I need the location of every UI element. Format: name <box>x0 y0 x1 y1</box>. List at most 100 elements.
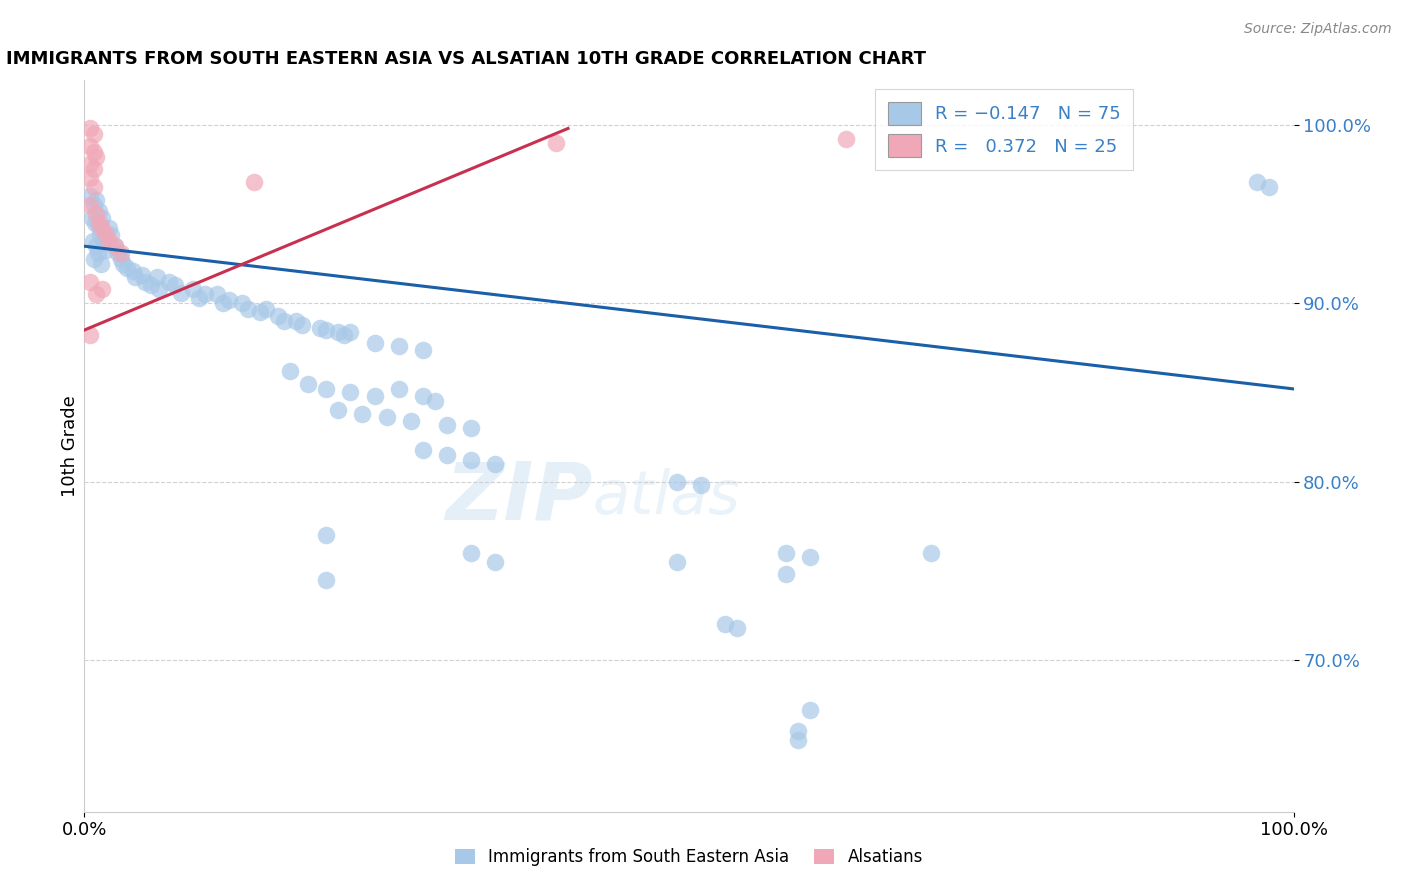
Point <box>207 287 229 301</box>
Point <box>79 198 101 212</box>
Point <box>90 257 112 271</box>
Point <box>115 260 138 275</box>
Point <box>97 234 120 248</box>
Point <box>484 555 506 569</box>
Point <box>104 239 127 253</box>
Point <box>775 567 797 582</box>
Point <box>82 234 104 248</box>
Point <box>231 296 253 310</box>
Point <box>236 301 259 316</box>
Point <box>83 162 105 177</box>
Point <box>124 269 146 284</box>
Point <box>484 457 506 471</box>
Point <box>86 150 108 164</box>
Point <box>157 275 180 289</box>
Point <box>170 285 193 300</box>
Point <box>363 335 385 350</box>
Point <box>273 314 295 328</box>
Point <box>80 211 103 225</box>
Point <box>86 193 108 207</box>
Point <box>110 252 132 266</box>
Point <box>690 478 713 492</box>
Point <box>328 403 350 417</box>
Point <box>278 364 301 378</box>
Point <box>799 549 821 564</box>
Point <box>363 389 385 403</box>
Point <box>375 410 398 425</box>
Point <box>315 528 337 542</box>
Point <box>100 228 122 243</box>
Point <box>665 555 688 569</box>
Point <box>79 171 101 186</box>
Point <box>110 246 132 260</box>
Point <box>83 127 105 141</box>
Point <box>93 234 115 248</box>
Point <box>107 246 129 260</box>
Point <box>139 278 162 293</box>
Point <box>87 203 110 218</box>
Point <box>148 282 170 296</box>
Point <box>920 546 942 560</box>
Point <box>352 407 374 421</box>
Point <box>242 175 264 189</box>
Point <box>83 180 105 194</box>
Point <box>297 376 319 391</box>
Point <box>254 301 277 316</box>
Point <box>544 136 567 150</box>
Point <box>315 573 337 587</box>
Point <box>267 309 290 323</box>
Point <box>412 343 434 357</box>
Point <box>835 132 858 146</box>
Point <box>339 385 361 400</box>
Point <box>181 282 204 296</box>
Point <box>714 617 737 632</box>
Point <box>94 243 117 257</box>
Point <box>775 546 797 560</box>
Point <box>94 228 117 243</box>
Point <box>315 382 337 396</box>
Point <box>1246 175 1268 189</box>
Point <box>388 339 411 353</box>
Point <box>79 157 101 171</box>
Point <box>460 421 482 435</box>
Point <box>194 287 217 301</box>
Text: IMMIGRANTS FROM SOUTH EASTERN ASIA VS ALSATIAN 10TH GRADE CORRELATION CHART: IMMIGRANTS FROM SOUTH EASTERN ASIA VS AL… <box>6 50 925 68</box>
Point <box>91 211 114 225</box>
Point <box>91 282 114 296</box>
Point <box>89 228 111 243</box>
Point <box>423 394 446 409</box>
Point <box>1258 180 1281 194</box>
Point <box>146 269 169 284</box>
Point <box>218 293 240 307</box>
Point <box>131 268 153 282</box>
Point <box>399 414 422 428</box>
Point <box>86 287 108 301</box>
Legend: Immigrants from South Eastern Asia, Alsatians: Immigrants from South Eastern Asia, Alsa… <box>449 841 929 873</box>
Point <box>188 291 211 305</box>
Point <box>786 733 808 747</box>
Point <box>901 136 924 150</box>
Y-axis label: 10th Grade: 10th Grade <box>60 395 79 497</box>
Point <box>249 305 271 319</box>
Text: Source: ZipAtlas.com: Source: ZipAtlas.com <box>1244 22 1392 37</box>
Point <box>112 257 135 271</box>
Point <box>786 724 808 739</box>
Point <box>79 121 101 136</box>
Point <box>79 328 101 343</box>
Point <box>87 216 110 230</box>
Point <box>134 275 156 289</box>
Point <box>339 325 361 339</box>
Point <box>163 278 186 293</box>
Point <box>84 216 107 230</box>
Point <box>86 207 108 221</box>
Text: atlas: atlas <box>592 467 740 526</box>
Point <box>725 621 748 635</box>
Point <box>333 328 356 343</box>
Point <box>79 189 101 203</box>
Point <box>328 325 350 339</box>
Point <box>97 221 120 235</box>
Point <box>665 475 688 489</box>
Point <box>412 442 434 457</box>
Point <box>291 318 314 332</box>
Point <box>436 448 458 462</box>
